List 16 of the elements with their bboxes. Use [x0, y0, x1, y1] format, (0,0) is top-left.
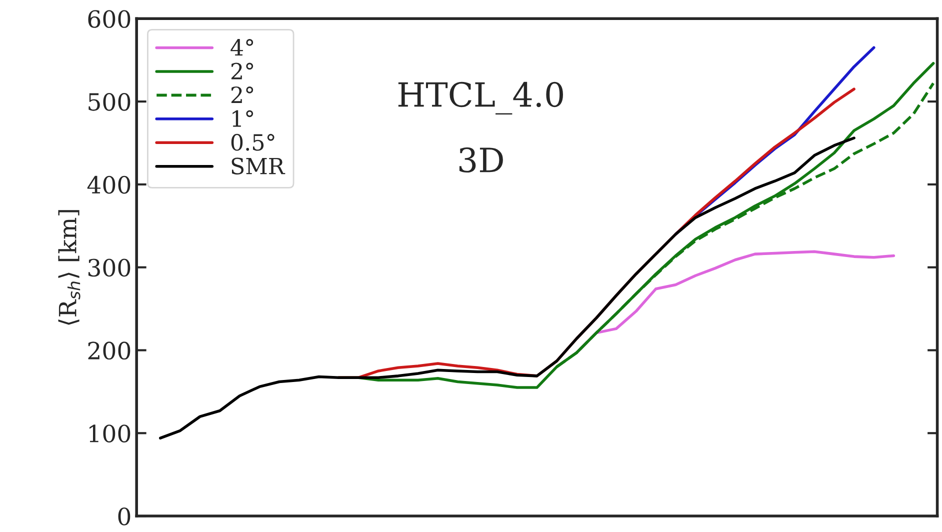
y-tick-label: 600 — [88, 10, 130, 28]
y-tick-label: 0 — [118, 507, 130, 526]
annotation: 3D — [459, 147, 503, 173]
y-tick-label: 500 — [88, 92, 130, 111]
legend-label: 1° — [232, 110, 254, 127]
legend-label: 2° — [231, 62, 254, 80]
legend-label: 0.5° — [231, 134, 274, 151]
y-tick-label: 400 — [87, 176, 130, 194]
y-tick-label: 300 — [88, 258, 130, 277]
y-axis-title: ⟨R$_{sh}$⟩ [km] — [58, 210, 80, 325]
legend-label: 4° — [230, 39, 254, 56]
legend-label: 2° — [231, 86, 254, 103]
legend-label: SMR — [232, 158, 286, 174]
annotation: HTCL_4.0 — [398, 82, 563, 115]
y-tick-label: 100 — [90, 424, 130, 442]
y-tick-label: 200 — [88, 342, 130, 360]
